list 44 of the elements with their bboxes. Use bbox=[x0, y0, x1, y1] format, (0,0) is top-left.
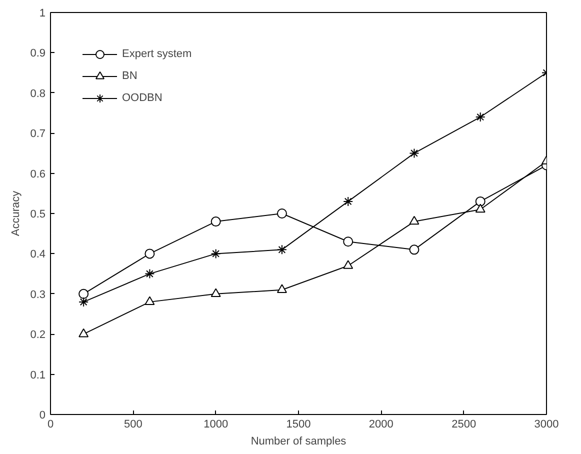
x-tick-label: 2500 bbox=[452, 418, 476, 430]
point bbox=[475, 112, 486, 122]
x-axis-title: Number of samples bbox=[250, 436, 347, 448]
y-tick-label: 0.3 bbox=[30, 288, 46, 301]
legend-label: Expert system bbox=[122, 48, 192, 60]
y-tick-label: 0.6 bbox=[30, 168, 46, 180]
point bbox=[409, 244, 420, 255]
x-tick-label: 1500 bbox=[286, 418, 311, 430]
point bbox=[78, 328, 89, 338]
point bbox=[343, 196, 354, 206]
y-tick-label: 1 bbox=[39, 8, 46, 20]
y-tick-label: 0.7 bbox=[30, 128, 46, 140]
point bbox=[276, 284, 287, 293]
point bbox=[144, 268, 155, 279]
point bbox=[78, 288, 89, 299]
y-tick-label: 0.8 bbox=[30, 88, 46, 100]
x-tick-label: 0 bbox=[47, 418, 54, 430]
x-tick-label: 3000 bbox=[534, 418, 559, 430]
point bbox=[409, 148, 420, 158]
point bbox=[144, 296, 155, 306]
y-tick-label: 0.5 bbox=[30, 208, 46, 220]
y-tick-label: 0.4 bbox=[30, 248, 46, 261]
point bbox=[144, 248, 155, 259]
point bbox=[210, 216, 221, 227]
point bbox=[276, 208, 287, 218]
x-tick-label: 2000 bbox=[368, 418, 394, 430]
y-tick-label: 0 bbox=[39, 410, 46, 422]
legend-label: OODBN bbox=[122, 92, 162, 104]
legend-label: BN bbox=[122, 70, 138, 82]
point bbox=[210, 248, 221, 259]
point bbox=[475, 204, 486, 213]
point bbox=[343, 236, 354, 247]
point bbox=[276, 244, 287, 255]
point bbox=[475, 196, 486, 206]
y-tick-label: 0.9 bbox=[30, 48, 46, 60]
point bbox=[343, 260, 354, 269]
y-tick-label: 0.2 bbox=[30, 329, 46, 342]
y-axis-title: Accuracy bbox=[10, 190, 22, 236]
point bbox=[78, 296, 89, 307]
y-tick-label: 0.1 bbox=[30, 369, 46, 382]
point bbox=[409, 216, 420, 225]
x-tick-label: 500 bbox=[124, 418, 142, 430]
x-tick-label: 1000 bbox=[204, 418, 228, 430]
point bbox=[210, 288, 221, 297]
